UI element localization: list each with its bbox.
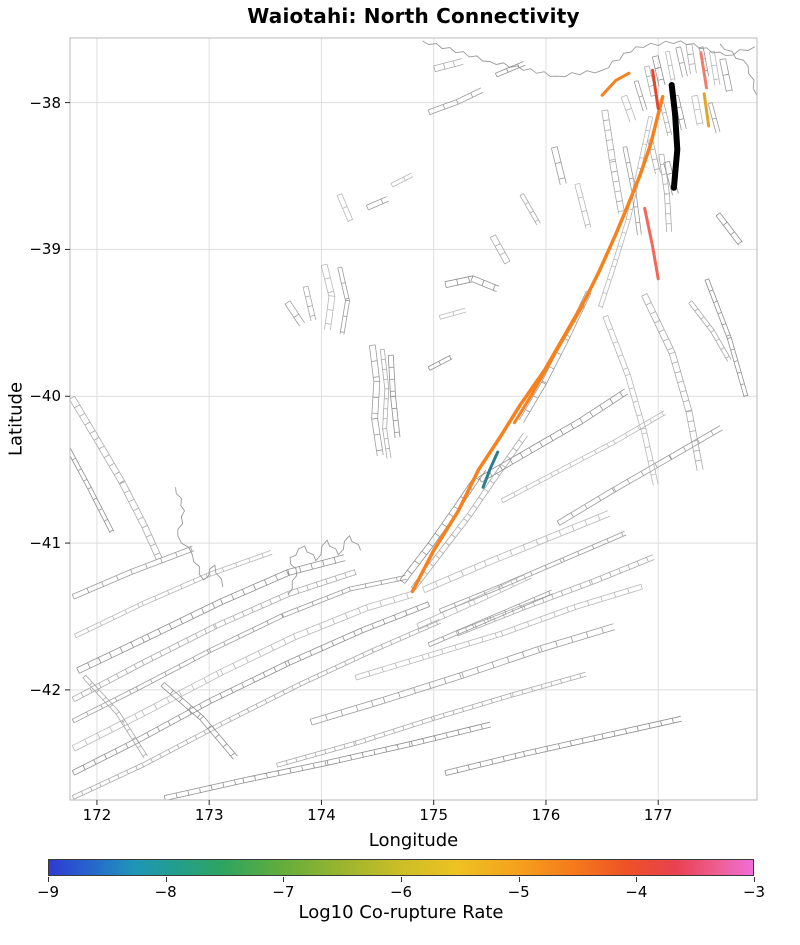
colorbar-label: Log10 Co-rupture Rate [298,902,504,923]
x-tick-label: 173 [194,806,224,824]
y-tick-label: −38 [29,93,61,112]
x-tick-label: 174 [307,806,336,824]
x-axis-label: Longitude [368,830,459,851]
y-tick-label: −41 [29,534,61,553]
colorbar-tick [401,877,402,882]
y-tick-label: −42 [29,680,61,699]
map-svg [65,37,758,805]
colorbar-tick-label: −4 [625,883,648,901]
chart-title: Waiotahi: North Connectivity [247,4,580,28]
x-tick-label: 175 [419,806,449,824]
colorbar-tick-label: −8 [154,883,177,901]
colorbar-tick-label: −5 [507,883,530,901]
y-tick-label: −40 [29,387,61,406]
colorbar-tick-label: −3 [742,883,766,901]
x-tick-label: 176 [531,806,561,824]
colorbar-tick-label: −9 [36,883,60,901]
x-tick-label: 177 [643,806,673,824]
x-tick-label: 172 [82,806,112,824]
y-axis-label: Latitude [5,381,27,457]
colorbar-tick [518,877,520,882]
colorbar [48,859,754,876]
colorbar-tick [754,877,755,882]
colorbar-tick [636,877,638,882]
colorbar-tick-label: −7 [272,883,295,901]
colorbar-tick-label: −6 [389,883,413,901]
colorbar-tick [48,877,49,882]
colorbar-tick [165,877,167,882]
colorbar-tick [283,877,285,882]
y-tick-label: −39 [29,240,61,259]
